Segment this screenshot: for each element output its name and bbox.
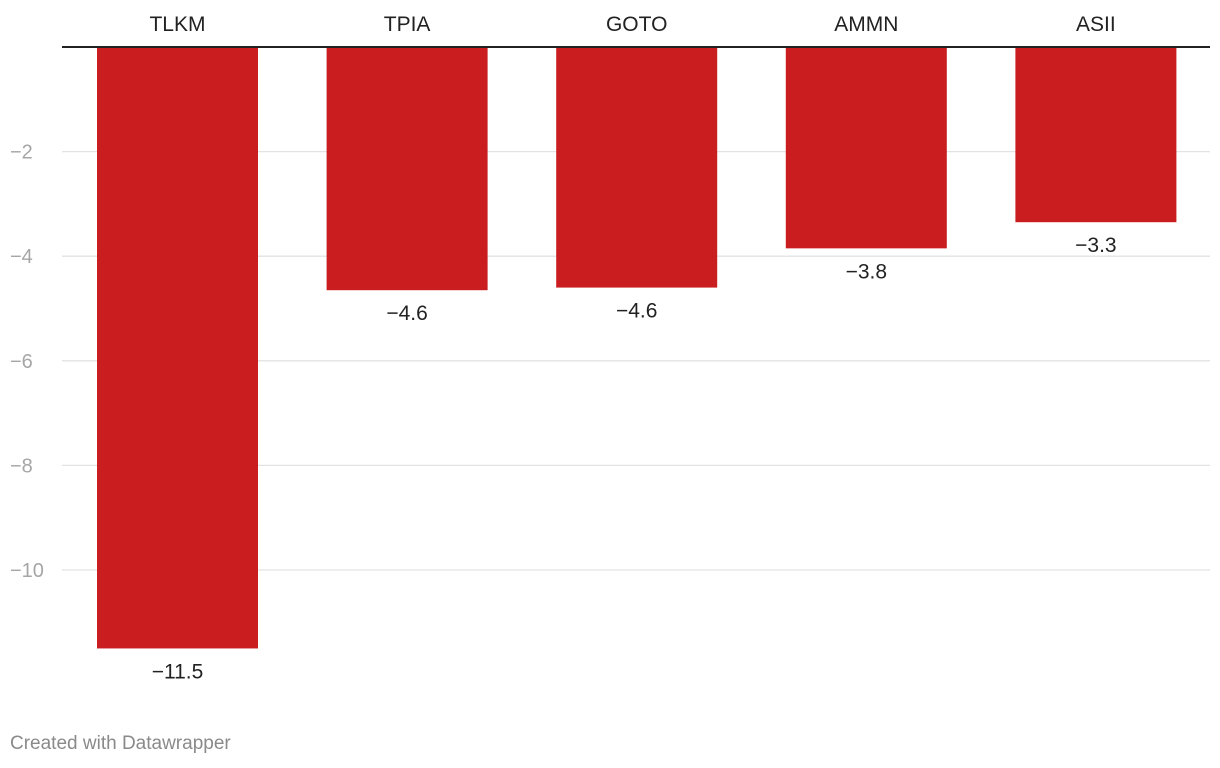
- y-axis-tick-labels: −2 −4 −6 −8 −10: [10, 142, 44, 582]
- bar-asii: [1015, 47, 1177, 223]
- value-label: −11.5: [152, 660, 204, 683]
- value-label: −4.6: [386, 302, 427, 325]
- bar-ammn: [785, 47, 947, 249]
- y-tick-label: −4: [10, 246, 33, 268]
- bar-tpia: [326, 47, 488, 291]
- category-label: AMMN: [834, 13, 898, 36]
- category-labels: TLKM TPIA GOTO AMMN ASII: [149, 13, 1115, 36]
- category-label: TPIA: [384, 13, 431, 36]
- value-label: −3.3: [1075, 234, 1116, 257]
- bar-goto: [556, 47, 718, 288]
- category-label: GOTO: [606, 13, 667, 36]
- y-tick-label: −8: [10, 455, 33, 477]
- bar-tlkm: [97, 47, 258, 649]
- value-labels: −11.5 −4.6 −4.6 −3.8 −3.3: [152, 234, 1117, 683]
- value-label: −4.6: [616, 300, 657, 323]
- category-label: ASII: [1076, 13, 1116, 36]
- y-tick-label: −6: [10, 351, 33, 373]
- bars: [97, 47, 1177, 649]
- footer-credit: Created with Datawrapper: [10, 733, 231, 754]
- category-label: TLKM: [149, 13, 205, 36]
- y-tick-label: −10: [10, 560, 44, 582]
- y-tick-label: −2: [10, 142, 33, 164]
- value-label: −3.8: [846, 260, 887, 283]
